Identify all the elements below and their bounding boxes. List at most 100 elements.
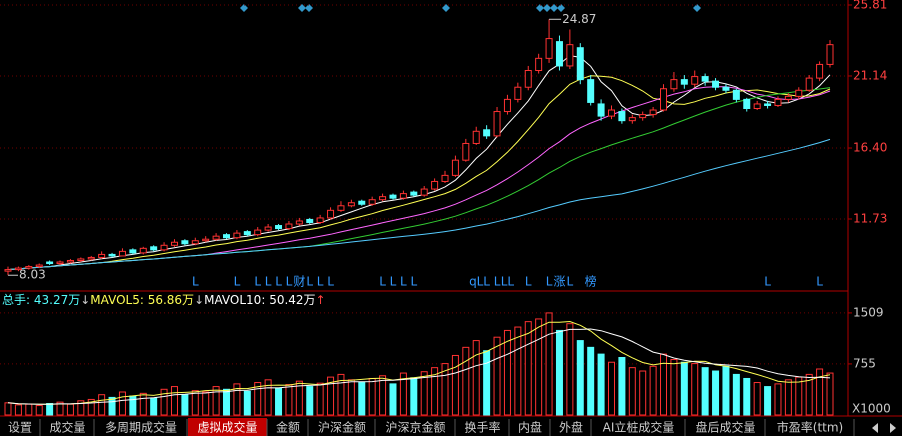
volume-bar [347,379,355,416]
candle-body [576,47,584,81]
scroll-left[interactable] [872,423,878,433]
tab[interactable]: 市盈率(ttm) [777,420,843,435]
volume-tick-label: 1509 [853,305,884,319]
tab[interactable]: 虚拟成交量 [197,420,257,435]
tab-background[interactable] [268,418,308,436]
candle-body [732,89,740,100]
candle-body [764,103,772,106]
volume-bar [275,387,283,416]
volume-bar [555,329,563,416]
volume-bar [628,367,636,416]
tab-background[interactable] [766,418,854,436]
volume-bar [399,372,407,416]
tab[interactable]: 内盘 [518,420,542,435]
signal-marker: L [494,275,501,289]
tab[interactable]: 沪深京金额 [385,420,445,435]
tab-background[interactable] [510,418,550,436]
volume-bar [87,398,95,416]
volume-bar [587,346,595,416]
legend-label: MAVOL5: [90,293,147,307]
volume-bar [576,340,584,416]
signal-marker: L [410,275,417,289]
candle-body [35,264,43,268]
tab[interactable]: 沪深金额 [318,420,366,435]
legend-value: 56.86万 [148,293,194,307]
y-tick-label: 21.14 [853,68,887,82]
legend-value: 43.27万 [34,293,80,307]
signal-marker: 财 [293,275,305,289]
legend-arrow: ↓ [80,293,90,307]
tab[interactable]: AI立桩成交量 [603,420,675,435]
volume-bar [441,363,449,416]
candle-body [712,80,720,88]
diamond [240,4,248,12]
candle-body [327,209,335,219]
volume-bar [722,365,730,416]
volume-bar [410,377,418,416]
candle-body [462,142,470,161]
tab[interactable]: 成交量 [49,420,85,435]
volume-bar [639,370,647,416]
candle-body [306,218,314,223]
scroll-right[interactable] [890,423,896,433]
candle-body [524,70,532,88]
volume-bar [150,397,158,416]
volume-bar [98,394,106,416]
volume-bar [368,377,376,416]
candle-body [379,196,387,201]
volume-bar [743,377,751,416]
signal-marker: L [816,275,823,289]
volume-bar [25,403,33,416]
volume-bar [327,376,335,416]
volume-bar [493,336,501,416]
tab[interactable]: 金额 [276,420,300,435]
signal-marker: L [327,275,334,289]
diamond [693,4,701,12]
volume-bar [254,382,262,416]
candle-body [14,267,22,271]
tab[interactable]: 外盘 [559,420,583,435]
legend-arrow: ↓ [194,293,204,307]
candle-body [66,259,74,263]
tab[interactable]: 设置 [8,421,32,435]
signal-marker: L [390,275,397,289]
volume-bar [212,386,220,416]
tab-background[interactable] [686,418,765,436]
candle-body [483,129,491,137]
tab-background[interactable] [376,418,455,436]
tab-background[interactable] [0,418,40,436]
diamond [305,4,313,12]
tab-background[interactable] [592,418,685,436]
signal-marker: LL [501,275,515,289]
tab[interactable]: 多周期成交量 [105,420,177,435]
diamond [543,4,551,12]
candle-body [680,79,688,85]
tab-background[interactable] [41,418,94,436]
candle-body [628,117,636,122]
volume-bar [618,357,626,416]
tab-background[interactable] [309,418,375,436]
candle-body [223,234,231,239]
candle-body [431,180,439,190]
moving-average [7,75,831,271]
tab-background[interactable] [95,418,187,436]
volume-bar [46,403,54,416]
candle-body [691,76,699,85]
volume-bar [805,373,813,416]
candle-body [389,194,397,199]
tab-background[interactable] [188,418,267,436]
volume-bar [545,312,553,416]
tab-background[interactable] [456,418,509,436]
tab-background[interactable] [551,418,591,436]
candle-body [639,114,647,119]
candle-body [441,174,449,182]
volume-bar [170,386,178,416]
candle-body [587,79,595,103]
tab[interactable]: 盘后成交量 [695,420,755,435]
volume-bar [77,400,85,416]
diamond [442,4,450,12]
legend-value: 50.42万 [269,293,315,307]
candle-body [722,86,730,91]
tab[interactable]: 换手率 [464,420,500,435]
candle-body [753,103,761,110]
